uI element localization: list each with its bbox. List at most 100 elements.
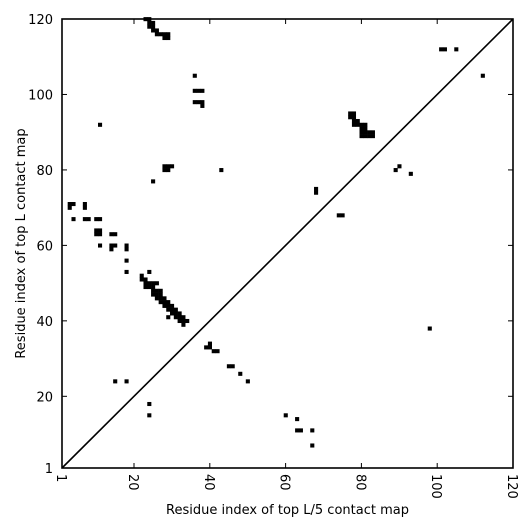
contact-cell	[355, 118, 360, 124]
contact-cell	[151, 28, 156, 33]
contact-cell	[166, 168, 171, 173]
contact-cell	[370, 134, 375, 139]
contact-cell	[170, 303, 175, 308]
diagonal-line	[61, 18, 514, 469]
contact-cell	[98, 122, 103, 127]
x-tick-label: 20	[125, 474, 140, 491]
x-tick-label: 40	[201, 474, 216, 491]
contact-cell	[170, 311, 175, 316]
contact-cell	[340, 213, 345, 218]
contact-cell	[67, 202, 72, 207]
contact-cell	[162, 35, 167, 41]
contact-cell	[166, 35, 171, 41]
contact-cell	[226, 364, 231, 369]
contact-cell	[215, 349, 220, 354]
contact-cell	[124, 379, 129, 384]
contact-cell	[162, 303, 167, 308]
contact-cell	[109, 247, 114, 252]
contact-cell	[166, 164, 171, 169]
y-tick-label: 1	[45, 462, 53, 477]
contact-cell	[348, 111, 353, 116]
contact-cell	[314, 190, 319, 195]
y-tick-label: 100	[28, 88, 53, 103]
contact-cell	[162, 168, 167, 173]
contact-cell	[67, 205, 72, 210]
contact-cell	[177, 315, 182, 320]
contact-cell	[351, 118, 357, 124]
contact-cell	[82, 205, 87, 210]
contact-cell	[124, 247, 129, 252]
contact-cell	[314, 186, 319, 191]
contact-cell	[363, 126, 368, 131]
contact-cell	[245, 379, 250, 384]
x-tick-label: 1	[53, 474, 68, 482]
plot-frame	[61, 18, 514, 469]
contact-cell	[143, 285, 148, 290]
contact-cell	[151, 288, 156, 293]
x-tick-label: 60	[277, 474, 292, 491]
contact-cell	[71, 202, 76, 207]
contact-cell	[177, 311, 182, 316]
contact-cell	[143, 277, 148, 282]
contact-cell	[151, 292, 156, 297]
contact-cell	[283, 413, 288, 418]
contact-cell	[196, 88, 201, 93]
contact-cell	[143, 281, 148, 286]
contact-cell	[295, 417, 300, 422]
contact-cell	[98, 232, 103, 237]
contact-cell	[98, 243, 103, 248]
contact-cell	[185, 318, 190, 324]
contact-cell	[151, 285, 156, 290]
contact-cell	[166, 303, 171, 308]
contact-cell	[408, 171, 413, 176]
contact-cell	[177, 318, 182, 324]
x-tick-label: 100	[428, 474, 443, 499]
contact-cell	[310, 428, 315, 433]
contact-cell	[154, 28, 159, 33]
contact-cell	[181, 322, 186, 327]
contact-cell	[359, 122, 364, 127]
contact-cell	[162, 32, 167, 37]
contact-cell	[207, 345, 212, 350]
contact-cell	[295, 428, 300, 433]
contact-cell	[393, 168, 398, 173]
x-tick-label: 120	[504, 474, 519, 499]
contact-cell	[173, 311, 178, 316]
contact-cell	[207, 341, 212, 346]
contact-cell	[219, 168, 224, 173]
contact-marks	[67, 17, 485, 448]
contact-cell	[147, 285, 152, 290]
contact-cell	[170, 164, 175, 169]
contact-cell	[147, 20, 152, 25]
contact-cell	[98, 228, 103, 233]
contact-cell	[200, 88, 205, 93]
contact-cell	[154, 281, 159, 286]
contact-cell	[147, 269, 152, 274]
contact-cell	[158, 296, 163, 301]
contact-cell	[124, 269, 129, 274]
contact-cell	[439, 47, 444, 52]
contact-cell	[204, 345, 209, 350]
contact-cell	[359, 134, 364, 139]
y-tick-label: 80	[36, 164, 53, 179]
contact-cell	[355, 122, 360, 127]
contact-cell	[151, 179, 156, 184]
contact-cell	[151, 24, 156, 29]
contact-cell	[367, 130, 372, 135]
contact-cell	[363, 130, 368, 135]
x-axis-ticks: 1 20 40 60 80 100 120	[53, 19, 519, 499]
contact-cell	[109, 243, 114, 248]
contact-cell	[367, 134, 372, 139]
contact-cell	[181, 315, 186, 320]
contact-cell	[154, 292, 159, 297]
contact-cell	[351, 111, 357, 116]
contact-cell	[158, 288, 163, 293]
contact-cell	[238, 371, 243, 376]
contact-cell	[351, 115, 357, 120]
contact-cell	[173, 315, 178, 320]
contact-cell	[480, 73, 485, 78]
contact-cell	[94, 228, 99, 233]
contact-cell	[363, 134, 368, 139]
contact-cell	[147, 401, 152, 407]
y-tick-label: 60	[36, 239, 53, 254]
